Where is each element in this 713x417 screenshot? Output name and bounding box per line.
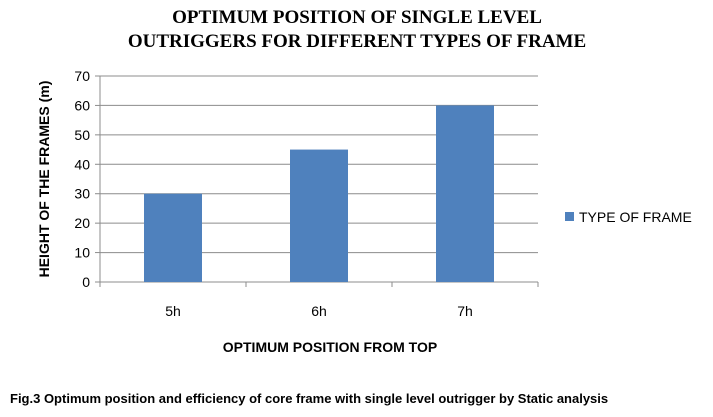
bar (144, 193, 202, 282)
x-tick-label: 7h (457, 303, 473, 319)
bar (436, 105, 494, 282)
x-tick-label: 6h (311, 303, 327, 319)
y-tick-label: 0 (82, 274, 90, 290)
legend-swatch (565, 212, 574, 221)
x-tick-label: 5h (165, 303, 181, 319)
figure-caption: Fig.3 Optimum position and efficiency of… (10, 391, 609, 406)
y-tick-label: 30 (74, 186, 90, 202)
plot-area: 0 10 20 30 40 50 60 70 5h 6h 7h (74, 68, 539, 319)
y-tick-label: 20 (74, 215, 90, 231)
legend-label: TYPE OF FRAME (579, 209, 692, 225)
chart: OPTIMUM POSITION OF SINGLE LEVEL OUTRIGG… (36, 7, 692, 355)
x-axis-title: OPTIMUM POSITION FROM TOP (223, 339, 437, 355)
chart-title-line-2: OUTRIGGERS FOR DIFFERENT TYPES OF FRAME (128, 31, 586, 52)
y-tick-label: 40 (74, 156, 90, 172)
y-tick-label: 50 (74, 127, 90, 143)
y-tick-label: 60 (74, 97, 90, 113)
bar (290, 149, 348, 282)
y-axis-title: HEIGHT OF THE FRAMES (m) (36, 81, 52, 278)
y-tick-label: 70 (74, 68, 90, 84)
y-tick-label: 10 (74, 245, 90, 261)
chart-title-line-1: OPTIMUM POSITION OF SINGLE LEVEL (172, 7, 542, 28)
